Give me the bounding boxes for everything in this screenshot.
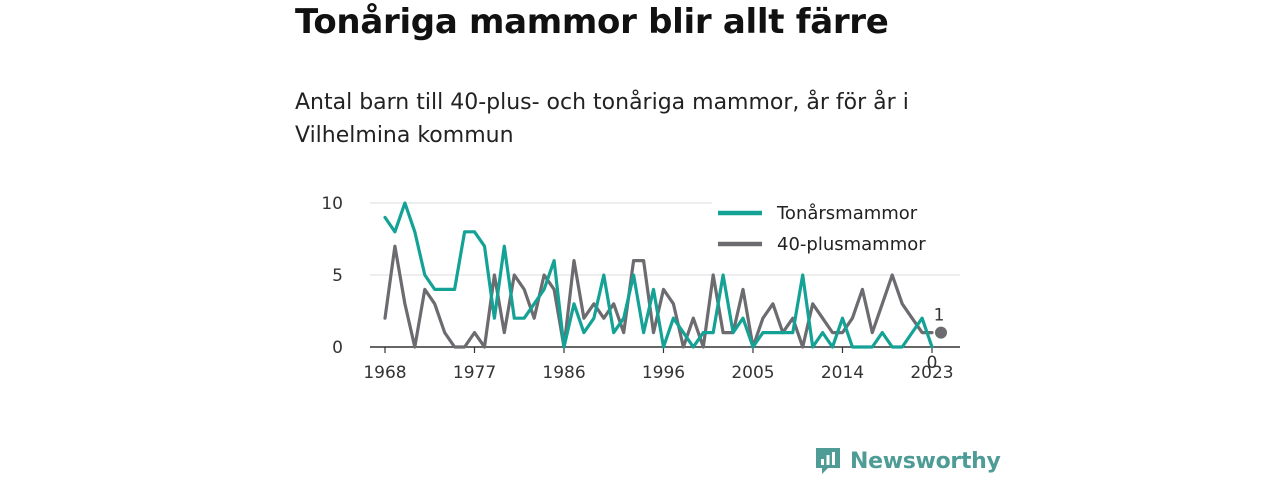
x-tick-label: 1968 <box>363 363 406 383</box>
x-tick-label: 2023 <box>910 363 953 383</box>
newsworthy-logo-icon <box>816 448 840 474</box>
x-tick-label: 1996 <box>642 363 685 383</box>
x-tick-label: 2005 <box>731 363 774 383</box>
series-line-tonarsmammor <box>383 201 934 349</box>
brand-logo: Newsworthy <box>814 446 1001 476</box>
y-tick-label: 5 <box>332 266 343 286</box>
end-label-tonarsmammor: 0 <box>927 353 938 373</box>
y-tick-label: 10 <box>321 194 343 214</box>
legend-label-tonarsmammor: Tonårsmammor <box>776 203 918 224</box>
x-tick-label: 1977 <box>453 363 496 383</box>
end-label-40-plusmammor: 1 <box>934 306 945 326</box>
brand-name: Newsworthy <box>850 448 1001 474</box>
legend-background <box>712 198 960 264</box>
legend-label-40-plusmammor: 40-plusmammor <box>777 234 926 255</box>
chart-subtitle: Antal barn till 40-plus- och tonåriga ma… <box>295 90 909 148</box>
x-tick-label: 1986 <box>542 363 585 383</box>
y-tick-label: 0 <box>332 338 343 358</box>
end-point-40-plusmammor <box>935 326 947 339</box>
chart-title: Tonåriga mammor blir allt färre <box>295 2 889 42</box>
x-tick-label: 2014 <box>821 363 864 383</box>
